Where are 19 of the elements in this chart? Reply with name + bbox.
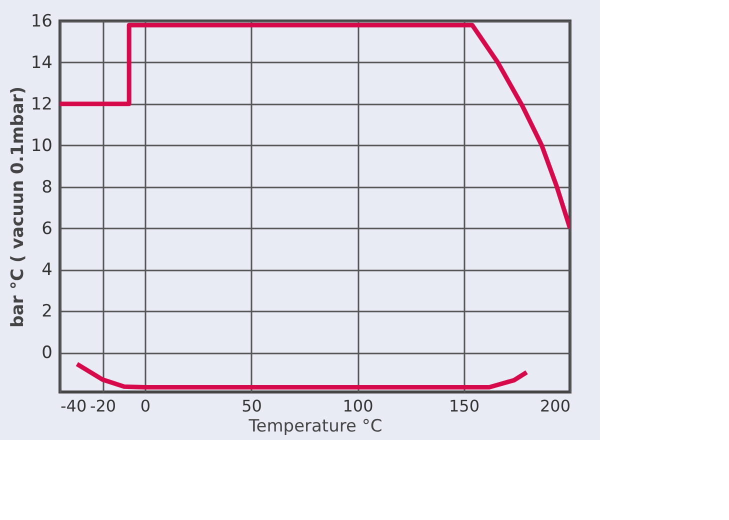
y-tick-label: 6 [42, 218, 52, 239]
y-tick-label: 12 [30, 94, 52, 114]
y-tick-label: 14 [30, 52, 52, 73]
y-axis-title: bar °C ( vacuun 0.1mbar) [8, 86, 28, 328]
y-tick-label: 0 [42, 343, 52, 364]
x-tick-label: 50 [242, 396, 262, 416]
y-tick-label: 4 [42, 260, 52, 280]
line-series [74, 362, 529, 390]
y-tick-label: 8 [42, 177, 52, 198]
x-axis-title: Temperature °C [248, 416, 382, 436]
x-tick-label: -40 [60, 396, 87, 416]
y-tick-label: 16 [30, 12, 52, 32]
x-tick-label: 100 [342, 396, 374, 416]
x-tick-label: 0 [140, 396, 151, 416]
x-tick-label: 200 [540, 396, 570, 416]
y-tick-label: 10 [30, 136, 52, 156]
y-tick-label: 2 [42, 302, 52, 322]
x-tick-label: -20 [90, 396, 116, 416]
x-tick-label: 150 [448, 396, 480, 416]
